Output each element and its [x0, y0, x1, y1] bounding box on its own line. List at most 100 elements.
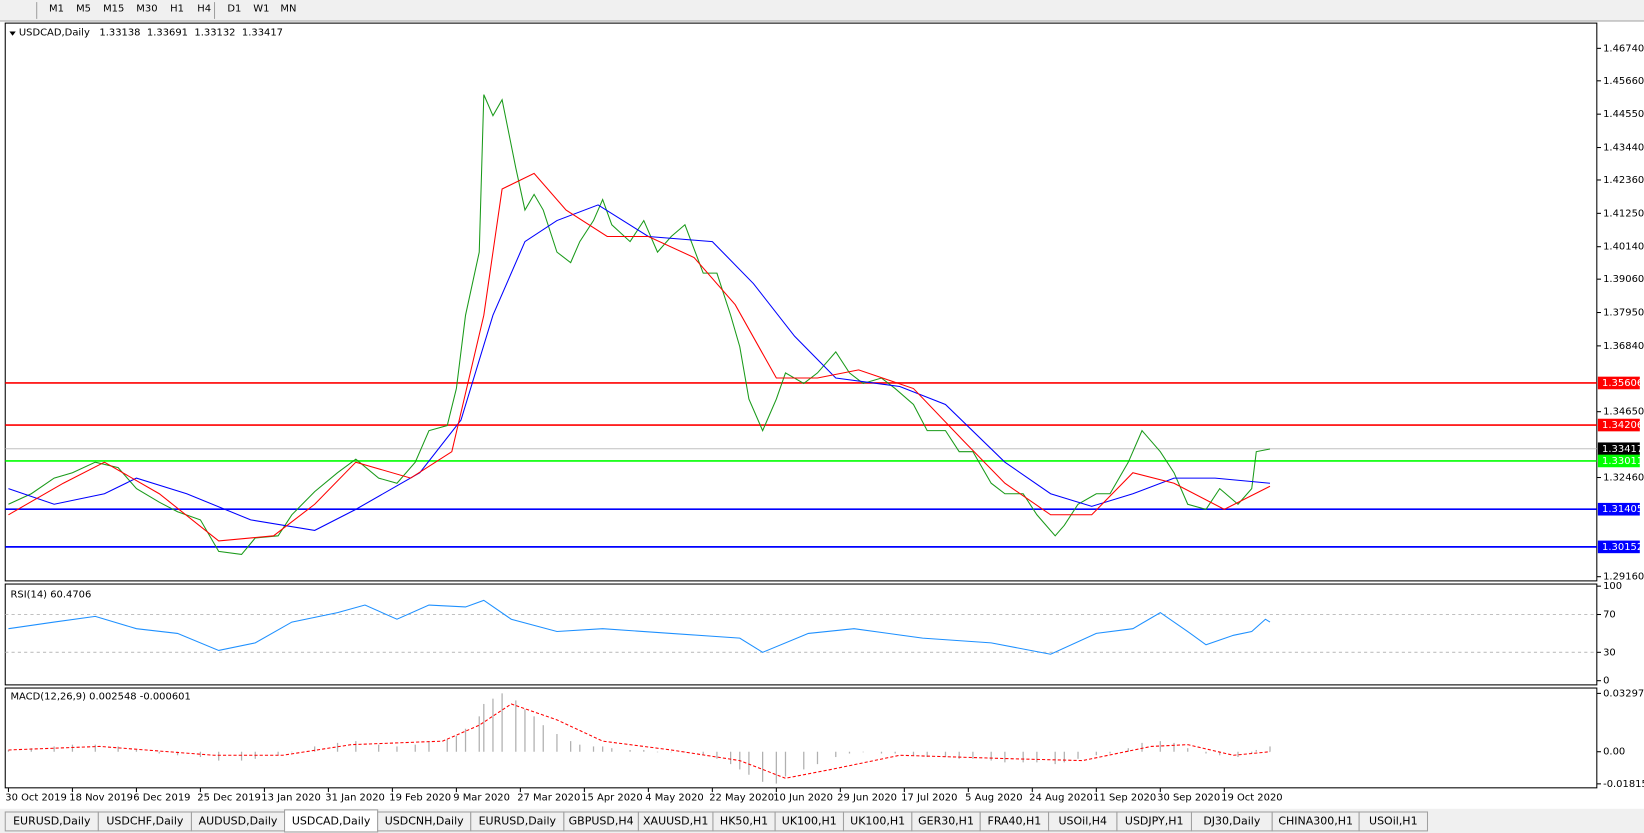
timeframe-button[interactable]: M1 — [49, 3, 64, 14]
histogram-bar — [894, 751, 896, 754]
histogram-bar — [483, 703, 485, 752]
histogram-bar — [629, 749, 631, 752]
ohlc-value: 1.33691 — [147, 28, 188, 39]
histogram-bar — [592, 746, 595, 752]
x-tick-label: 6 Dec 2019 — [133, 792, 190, 803]
timeframe-button[interactable]: M5 — [76, 3, 91, 14]
x-tick-label: 15 Apr 2020 — [581, 792, 642, 803]
tab-label[interactable]: HK50,H1 — [720, 814, 768, 827]
level-label-box — [1597, 540, 1640, 554]
tab-label[interactable]: EURUSD,Daily — [479, 814, 557, 827]
timeframe-button[interactable]: MN — [280, 3, 296, 14]
tab-label[interactable]: USDJPY,H1 — [1125, 814, 1184, 827]
timeframe-button[interactable]: M30 — [136, 3, 157, 14]
histogram-bar — [533, 716, 535, 752]
level-label-box — [1597, 454, 1640, 468]
histogram-bar — [880, 751, 883, 754]
level-label: 1.35606 — [1602, 378, 1643, 389]
histogram-bar — [579, 744, 581, 752]
histogram-bar — [803, 751, 805, 770]
tab-label[interactable]: USDCNH,Daily — [385, 814, 464, 827]
y-tick-label: 1.46740 — [1603, 43, 1644, 54]
tab-label[interactable]: XAUUSD,H1 — [643, 814, 708, 827]
tab-label[interactable]: USOil,H1 — [1369, 814, 1418, 827]
y-tick-label: 1.37950 — [1603, 308, 1644, 319]
histogram-bar — [1127, 748, 1129, 752]
series-line — [8, 204, 1271, 531]
y-tick-label: 1.42360 — [1603, 175, 1644, 186]
tab-label[interactable]: DJ30,Daily — [1203, 814, 1260, 827]
toolbar — [0, 0, 1644, 22]
tab-label[interactable]: FRA40,H1 — [988, 814, 1042, 827]
x-tick-label: 10 Jun 2020 — [773, 792, 833, 803]
histogram-bar — [492, 698, 494, 752]
tab-label[interactable]: GER30,H1 — [918, 814, 974, 827]
histogram-bar — [784, 751, 787, 777]
indicator-title: MACD(12,26,9) 0.002548 -0.000601 — [10, 691, 190, 702]
symbol-title: USDCAD,Daily — [19, 28, 90, 39]
x-tick-label: 31 Jan 2020 — [325, 792, 385, 803]
x-tick-label: 29 Jun 2020 — [837, 792, 897, 803]
tab-label[interactable]: GBPUSD,H4 — [569, 814, 634, 827]
timeframe-button[interactable]: M15 — [103, 3, 124, 14]
histogram-bar — [656, 751, 659, 753]
histogram-bar — [1095, 751, 1097, 756]
histogram-bar — [158, 751, 160, 754]
series-line — [8, 703, 1271, 779]
y-tick-label: 1.40140 — [1603, 242, 1644, 253]
x-tick-label: 13 Jan 2020 — [261, 792, 321, 803]
histogram-bar — [556, 734, 558, 752]
x-tick-label: 11 Sep 2020 — [1093, 792, 1156, 803]
histogram-bar — [542, 725, 544, 752]
histogram-bar — [291, 751, 293, 753]
histogram-bar — [1141, 742, 1143, 752]
histogram-bar — [199, 751, 202, 758]
histogram-bar — [1004, 751, 1006, 763]
x-tick-label: 25 Dec 2019 — [197, 792, 261, 803]
indicator-title: RSI(14) 60.4706 — [10, 590, 91, 601]
timeframe-button[interactable]: H1 — [170, 3, 184, 14]
tab-label[interactable]: EURUSD,Daily — [13, 814, 91, 827]
timeframe-button[interactable]: D1 — [227, 3, 241, 14]
histogram-bar — [1251, 751, 1253, 754]
tab-label[interactable]: UK100,H1 — [850, 814, 905, 827]
y-tick-label: 1.36840 — [1603, 341, 1644, 352]
y-tick-label: 1.32460 — [1603, 473, 1644, 484]
histogram-bar — [1269, 746, 1271, 752]
histogram-bar — [1054, 751, 1056, 765]
tab-label[interactable]: USOil,H4 — [1058, 814, 1107, 827]
y-tick-label: 0.032972 — [1603, 688, 1644, 699]
timeframe-button[interactable]: H4 — [197, 3, 211, 14]
histogram-bar — [670, 751, 672, 753]
histogram-bar — [176, 751, 179, 756]
series-line — [8, 172, 1271, 542]
ohlc-value: 1.33138 — [99, 28, 140, 39]
histogram-bar — [1219, 751, 1221, 756]
histogram-bar — [71, 744, 74, 752]
timeframe-button[interactable]: W1 — [253, 3, 269, 14]
tab-label[interactable]: AUDUSD,Daily — [199, 814, 278, 827]
ohlc-value: 1.33132 — [194, 28, 235, 39]
tab[interactable] — [1358, 811, 1429, 832]
x-tick-label: 19 Feb 2020 — [389, 792, 451, 803]
x-tick-label: 24 Aug 2020 — [1029, 792, 1093, 803]
histogram-bar — [611, 748, 613, 752]
histogram-bar — [1022, 751, 1024, 763]
histogram-bar — [396, 746, 398, 752]
x-tick-label: 27 Mar 2020 — [517, 792, 580, 803]
tab-label[interactable]: USDCAD,Daily — [292, 814, 371, 827]
tab-label[interactable]: CHINA300,H1 — [1278, 814, 1353, 827]
level-label-box — [1597, 502, 1640, 516]
tab-label[interactable]: UK100,H1 — [782, 814, 837, 827]
level-label-box — [1597, 442, 1640, 456]
y-tick-label: 1.45660 — [1603, 76, 1644, 87]
histogram-bar — [716, 751, 718, 759]
x-tick-label: 9 Mar 2020 — [453, 792, 510, 803]
tab-label[interactable]: USDCHF,Daily — [106, 814, 184, 827]
histogram-bar — [702, 751, 704, 756]
x-tick-label: 30 Sep 2020 — [1157, 792, 1220, 803]
histogram-bar — [455, 735, 458, 752]
histogram-bar — [835, 751, 837, 758]
